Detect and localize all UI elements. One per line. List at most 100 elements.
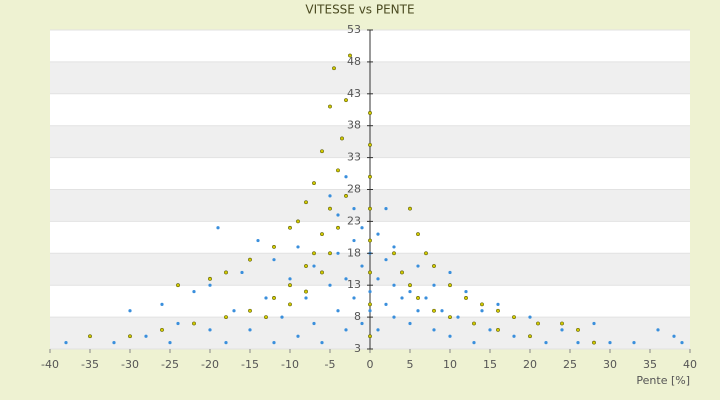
data-point	[168, 341, 172, 345]
data-point	[208, 328, 212, 332]
data-point	[608, 341, 612, 345]
data-point	[392, 315, 396, 319]
data-point	[344, 175, 348, 179]
y-tick-label: 33	[347, 151, 361, 164]
data-point	[272, 341, 276, 345]
data-point	[456, 315, 460, 319]
data-point	[224, 341, 228, 345]
data-point	[632, 341, 636, 345]
data-point	[400, 296, 404, 300]
data-point	[216, 226, 220, 230]
data-point	[408, 289, 412, 294]
data-point	[336, 309, 340, 313]
x-tick-label: 15	[483, 358, 497, 371]
data-point	[592, 340, 596, 345]
data-point	[288, 302, 292, 307]
data-point	[328, 194, 332, 198]
y-tick-label: 28	[347, 183, 361, 196]
data-point	[368, 142, 372, 147]
data-point	[480, 309, 484, 313]
data-point	[368, 270, 372, 275]
x-tick-label: 35	[643, 358, 657, 371]
data-point	[368, 309, 372, 313]
data-point	[384, 207, 388, 211]
x-tick-label: 5	[407, 358, 414, 371]
data-point	[448, 334, 452, 338]
data-point	[432, 283, 436, 287]
x-axis-label: Pente [%]	[636, 374, 690, 387]
data-point	[408, 321, 412, 326]
data-point	[368, 302, 372, 307]
data-point	[248, 328, 252, 332]
data-point	[352, 238, 356, 243]
data-point	[376, 277, 380, 281]
data-point	[160, 302, 164, 306]
data-point	[208, 283, 212, 287]
data-point	[296, 334, 300, 338]
x-tick-label: -35	[81, 358, 99, 371]
data-point	[672, 334, 676, 338]
data-point	[416, 296, 420, 300]
x-tick-label: -15	[241, 358, 259, 371]
data-point	[416, 264, 420, 268]
data-point	[264, 296, 268, 300]
data-point	[496, 327, 500, 332]
data-point	[112, 341, 116, 345]
data-point	[680, 341, 684, 345]
data-point	[304, 296, 308, 300]
data-point	[384, 302, 388, 306]
data-point	[248, 308, 252, 313]
data-point	[432, 264, 436, 268]
data-point	[352, 207, 356, 211]
data-point	[368, 238, 372, 243]
data-point	[416, 309, 420, 313]
data-point	[368, 289, 372, 294]
data-point	[296, 245, 300, 249]
data-point	[392, 245, 396, 249]
data-point	[88, 334, 92, 339]
x-tick-label: 20	[523, 358, 537, 371]
data-point	[328, 206, 332, 211]
data-point	[280, 315, 284, 319]
data-point	[224, 270, 228, 275]
y-tick-label: 48	[347, 55, 361, 68]
data-point	[312, 264, 316, 268]
data-point	[312, 181, 316, 186]
data-point	[340, 136, 344, 141]
data-point	[408, 283, 412, 288]
data-point	[464, 289, 468, 294]
data-point	[448, 270, 452, 275]
data-point	[496, 302, 500, 306]
data-point	[488, 328, 492, 332]
data-point	[360, 226, 364, 230]
data-point	[192, 321, 196, 326]
data-point	[296, 219, 300, 224]
data-point	[336, 251, 340, 255]
data-point	[424, 296, 428, 300]
data-point	[320, 149, 324, 154]
data-point	[472, 341, 476, 345]
data-point	[440, 309, 444, 313]
x-tick-label: 10	[443, 358, 457, 371]
y-tick-label: 3	[354, 342, 361, 355]
data-point	[272, 296, 276, 300]
data-point	[352, 296, 356, 300]
x-tick-label: 30	[603, 358, 617, 371]
data-point	[576, 341, 580, 345]
y-tick-label: 8	[354, 310, 361, 323]
data-point	[248, 257, 252, 262]
data-point	[336, 225, 340, 230]
data-point	[416, 232, 420, 237]
data-point	[368, 334, 372, 339]
data-point	[656, 328, 660, 332]
data-point	[320, 270, 324, 275]
data-point	[376, 328, 380, 332]
data-point	[348, 53, 352, 58]
data-point	[176, 283, 180, 288]
data-point	[64, 341, 68, 345]
data-point	[496, 308, 500, 313]
data-point	[232, 309, 236, 313]
data-point	[448, 315, 452, 320]
y-tick-label: 43	[347, 87, 361, 100]
